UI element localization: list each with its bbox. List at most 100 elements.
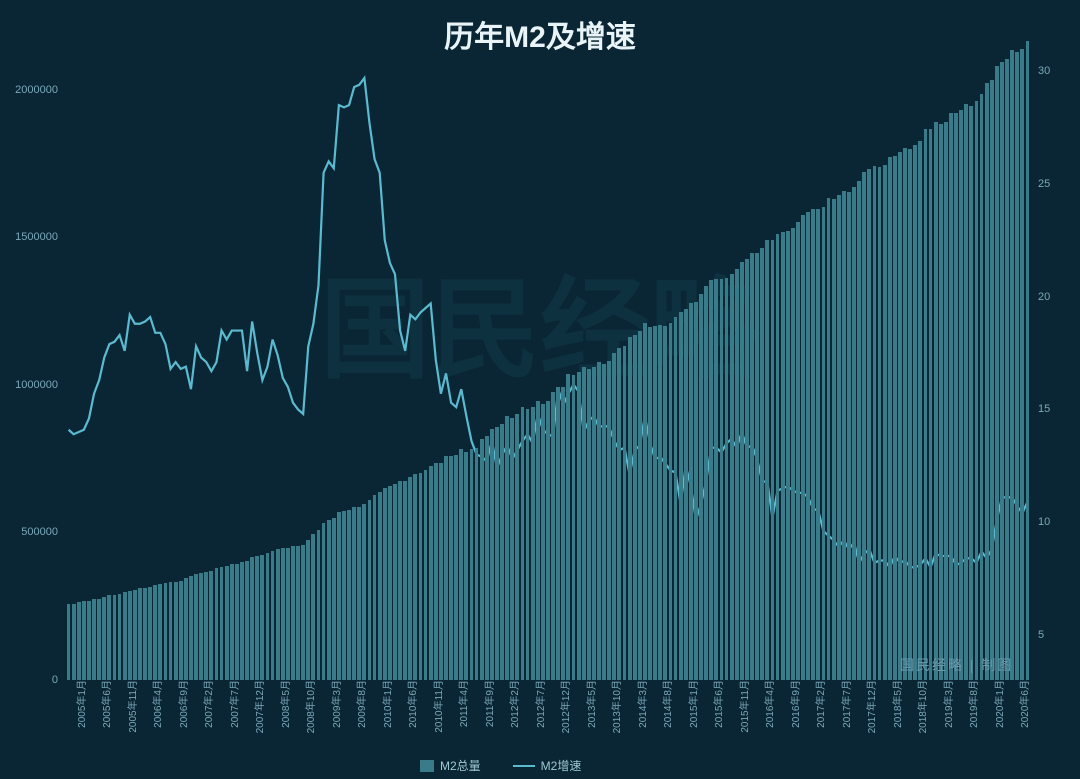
- m2-total-bar: [266, 553, 270, 680]
- legend-label: M2总量: [440, 757, 481, 774]
- m2-total-bar: [587, 369, 591, 680]
- m2-total-bar: [419, 473, 423, 680]
- m2-total-bar: [515, 414, 519, 680]
- m2-total-bar: [174, 582, 178, 680]
- legend-swatch-bar-icon: [420, 760, 434, 772]
- m2-total-bar: [373, 495, 377, 680]
- x-tick-label: 2010年6月: [400, 680, 419, 728]
- m2-total-bar: [306, 540, 310, 680]
- m2-total-bar: [138, 588, 142, 680]
- m2-total-bar: [383, 488, 387, 680]
- m2-total-bar: [87, 601, 91, 680]
- m2-total-bar: [592, 367, 596, 680]
- m2-total-bar: [969, 106, 973, 680]
- m2-total-bar: [847, 192, 851, 680]
- m2-total-bar: [816, 209, 820, 680]
- m2-total-bar: [913, 145, 917, 680]
- m2-total-bar: [118, 594, 122, 680]
- m2-total-bar: [510, 418, 514, 680]
- m2-total-bar: [750, 253, 754, 680]
- m2-total-bar: [648, 327, 652, 680]
- m2-total-bar: [720, 279, 724, 680]
- m2-total-bar: [357, 507, 361, 680]
- m2-total-bar: [822, 207, 826, 680]
- m2-total-bar: [464, 452, 468, 680]
- m2-total-bar: [490, 429, 494, 680]
- m2-total-bar: [199, 573, 203, 680]
- m2-total-bar: [699, 294, 703, 680]
- m2-total-bar: [883, 165, 887, 680]
- m2-total-bar: [612, 353, 616, 680]
- m2-total-bar: [760, 248, 764, 680]
- m2-total-bar: [653, 326, 657, 680]
- m2-total-bar: [77, 602, 81, 680]
- m2-total-bar: [679, 312, 683, 680]
- m2-total-bar: [342, 511, 346, 680]
- m2-total-bar: [658, 325, 662, 680]
- m2-total-bar: [704, 286, 708, 680]
- legend-item: M2总量: [420, 757, 481, 774]
- legend-item: M2增速: [513, 757, 582, 774]
- m2-total-bar: [551, 392, 555, 680]
- m2-total-bar: [867, 169, 871, 680]
- y-left-tick-label: 0: [52, 674, 66, 686]
- m2-total-bar: [164, 583, 168, 680]
- x-tick-label: 2020年6月: [1012, 680, 1031, 728]
- y-right-tick-label: 30: [1030, 65, 1050, 77]
- m2-total-bar: [158, 584, 162, 680]
- m2-total-bar: [102, 597, 106, 680]
- m2-total-bar: [291, 546, 295, 680]
- m2-total-bar: [424, 470, 428, 680]
- m2-total-bar: [235, 564, 239, 680]
- y-right-tick-label: 10: [1030, 516, 1050, 528]
- x-tick-label: 2012年12月: [553, 680, 572, 733]
- m2-total-bar: [398, 481, 402, 680]
- m2-total-bar: [403, 481, 407, 680]
- m2-total-bar: [1000, 62, 1004, 680]
- m2-total-bar: [337, 512, 341, 680]
- y-left-tick-label: 2000000: [15, 84, 66, 96]
- m2-total-bar: [536, 401, 540, 680]
- x-tick-label: 2007年7月: [222, 680, 241, 728]
- m2-total-bar: [368, 500, 372, 680]
- m2-total-bar: [495, 427, 499, 680]
- m2-total-bar: [255, 556, 259, 680]
- m2-total-bar: [857, 181, 861, 680]
- m2-total-bar: [296, 546, 300, 680]
- x-tick-label: 2008年10月: [298, 680, 317, 733]
- x-tick-label: 2009年3月: [324, 680, 343, 728]
- m2-total-bar: [862, 172, 866, 680]
- x-tick-label: 2005年1月: [69, 680, 88, 728]
- x-tick-label: 2010年11月: [426, 680, 445, 733]
- m2-total-bar: [230, 564, 234, 680]
- m2-total-bar: [480, 439, 484, 680]
- y-right-tick-label: 15: [1030, 403, 1050, 415]
- m2-total-bar: [918, 141, 922, 680]
- m2-total-bar: [408, 477, 412, 680]
- x-tick-label: 2005年6月: [94, 680, 113, 728]
- m2-total-bar: [169, 582, 173, 680]
- m2-total-bar: [240, 562, 244, 680]
- m2-total-bar: [669, 323, 673, 680]
- m2-total-bar: [796, 222, 800, 680]
- plot-area: 0500000100000015000002000000510152025302…: [66, 60, 1030, 680]
- x-tick-label: 2019年8月: [961, 680, 980, 728]
- m2-total-bar: [934, 122, 938, 680]
- m2-total-bar: [561, 387, 565, 680]
- m2-total-bar: [628, 337, 632, 680]
- m2-total-bar: [566, 374, 570, 680]
- x-tick-label: 2008年5月: [273, 680, 292, 728]
- m2-total-bar: [944, 122, 948, 680]
- x-tick-label: 2005年11月: [120, 680, 139, 733]
- m2-total-bar: [276, 549, 280, 680]
- m2-total-bar: [689, 303, 693, 680]
- m2-total-bar: [301, 545, 305, 680]
- x-tick-label: 2019年3月: [936, 680, 955, 728]
- m2-total-bar: [980, 94, 984, 680]
- m2-total-bar: [837, 195, 841, 680]
- m2-total-bar: [225, 566, 229, 680]
- m2-total-bar: [617, 348, 621, 680]
- m2-total-bar: [322, 523, 326, 680]
- m2-total-bar: [786, 231, 790, 680]
- m2-total-bar: [888, 157, 892, 680]
